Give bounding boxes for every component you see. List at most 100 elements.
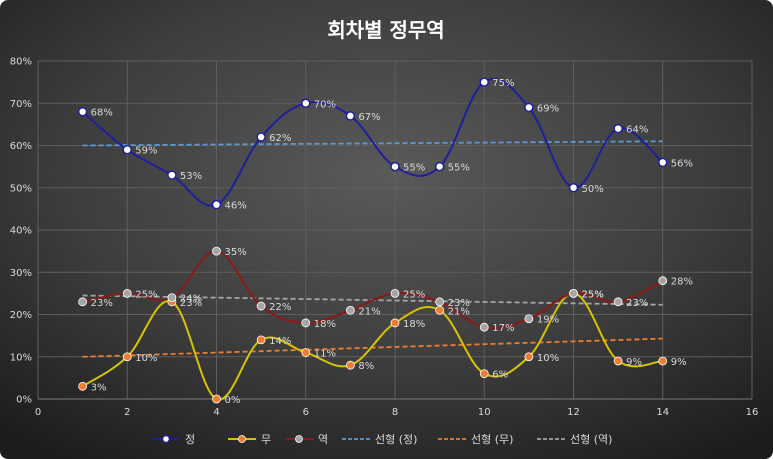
data-label: 23% bbox=[91, 298, 113, 309]
data-point bbox=[613, 356, 623, 366]
legend-label: 선형 (역) bbox=[570, 433, 612, 446]
data-label: 67% bbox=[358, 112, 380, 123]
legend-label: 무 bbox=[261, 433, 271, 446]
data-label: 62% bbox=[269, 133, 291, 144]
y-tick-label: 10% bbox=[10, 352, 32, 363]
y-tick-label: 60% bbox=[10, 141, 32, 152]
data-label: 0% bbox=[225, 395, 241, 406]
gridlines bbox=[37, 60, 753, 400]
y-tick-label: 40% bbox=[10, 226, 32, 237]
data-label: 3% bbox=[91, 382, 107, 393]
y-tick-label: 0% bbox=[16, 395, 32, 406]
data-point bbox=[479, 77, 489, 87]
x-tick-label: 8 bbox=[392, 407, 398, 418]
data-label: 23% bbox=[180, 298, 202, 309]
data-point bbox=[524, 102, 534, 113]
y-tick-label: 50% bbox=[10, 183, 32, 194]
trendline bbox=[82, 337, 663, 358]
data-label: 75% bbox=[492, 78, 514, 89]
data-label: 55% bbox=[403, 163, 425, 174]
data-label: 25% bbox=[582, 289, 604, 300]
data-label: 9% bbox=[626, 357, 642, 368]
series-line bbox=[82, 250, 664, 329]
data-point bbox=[390, 288, 400, 298]
data-point bbox=[658, 356, 668, 366]
x-tick-label: 12 bbox=[567, 407, 580, 418]
data-point bbox=[435, 305, 445, 315]
data-point bbox=[345, 305, 355, 315]
axes: 0% 10% 20% 30% 40% 50% 60% 70% 80% 0 2 4 6 8 10 12 14 16 bbox=[10, 57, 759, 419]
data-label: 10% bbox=[135, 353, 157, 364]
x-tick-label: 4 bbox=[213, 407, 219, 418]
data-label: 9% bbox=[671, 357, 687, 368]
data-label: 10% bbox=[537, 353, 559, 364]
data-point bbox=[212, 246, 221, 256]
data-label: 25% bbox=[582, 289, 604, 300]
legend-label: 역 bbox=[318, 433, 328, 446]
data-point bbox=[77, 106, 88, 117]
data-label: 59% bbox=[135, 146, 157, 157]
x-tick-label: 0 bbox=[35, 407, 41, 418]
data-point bbox=[435, 297, 445, 307]
data-label: 23% bbox=[448, 298, 470, 309]
data-point bbox=[301, 348, 311, 357]
data-point bbox=[167, 170, 177, 180]
y-tick-label: 20% bbox=[10, 310, 32, 321]
data-label: 18% bbox=[314, 319, 336, 330]
data-label: 18% bbox=[403, 319, 425, 330]
data-point bbox=[479, 369, 489, 379]
data-label: 25% bbox=[135, 289, 157, 300]
data-point bbox=[256, 335, 266, 345]
data-point bbox=[390, 161, 400, 172]
y-tick-label: 80% bbox=[10, 57, 32, 68]
data-label: 14% bbox=[269, 336, 291, 347]
data-label: 24% bbox=[180, 294, 202, 305]
legend-swatch-marker bbox=[161, 434, 171, 444]
data-point bbox=[122, 352, 132, 362]
legend-swatch-marker bbox=[295, 435, 303, 443]
data-point bbox=[167, 293, 177, 303]
data-point bbox=[613, 297, 623, 307]
data-point bbox=[256, 301, 266, 311]
x-tick-label: 16 bbox=[746, 407, 759, 418]
data-label: 8% bbox=[358, 361, 374, 372]
x-tick-label: 2 bbox=[124, 407, 130, 418]
data-point bbox=[345, 111, 356, 121]
data-label: 28% bbox=[671, 277, 693, 288]
data-point bbox=[613, 123, 623, 134]
data-point bbox=[390, 318, 400, 328]
data-point bbox=[78, 297, 88, 307]
legend-label: 선형 (무) bbox=[471, 433, 513, 446]
data-point bbox=[78, 381, 88, 391]
data-point bbox=[301, 318, 311, 328]
data-label: 11% bbox=[314, 349, 336, 360]
data-point bbox=[479, 322, 489, 332]
series-markers bbox=[77, 77, 668, 404]
data-label: 25% bbox=[403, 289, 425, 300]
data-label: 50% bbox=[582, 184, 604, 195]
data-label: 21% bbox=[358, 306, 380, 317]
data-label: 68% bbox=[91, 108, 113, 119]
legend-swatch-marker bbox=[238, 435, 246, 443]
data-point bbox=[301, 98, 311, 108]
data-label: 35% bbox=[225, 247, 247, 258]
data-label: 22% bbox=[269, 302, 291, 313]
x-tick-label: 14 bbox=[656, 407, 669, 418]
data-label: 19% bbox=[537, 315, 559, 326]
legend-label: 선형 (정) bbox=[375, 433, 417, 446]
data-label: 64% bbox=[626, 125, 648, 136]
data-point bbox=[658, 157, 668, 168]
data-labels: 68% 59% 53% 46% 62% 70% 67% 55% 55% 75% 69% 50% 64% 5… bbox=[91, 78, 693, 406]
data-point bbox=[345, 360, 355, 370]
legend-item: 선형 (정) bbox=[342, 433, 417, 446]
legend-item: 정 bbox=[152, 433, 195, 446]
data-point bbox=[256, 132, 266, 142]
data-point bbox=[212, 394, 221, 404]
y-tick-label: 30% bbox=[10, 268, 32, 279]
data-point bbox=[524, 314, 534, 324]
data-label: 53% bbox=[180, 171, 202, 182]
data-label: 46% bbox=[225, 201, 247, 212]
data-point bbox=[658, 276, 668, 286]
